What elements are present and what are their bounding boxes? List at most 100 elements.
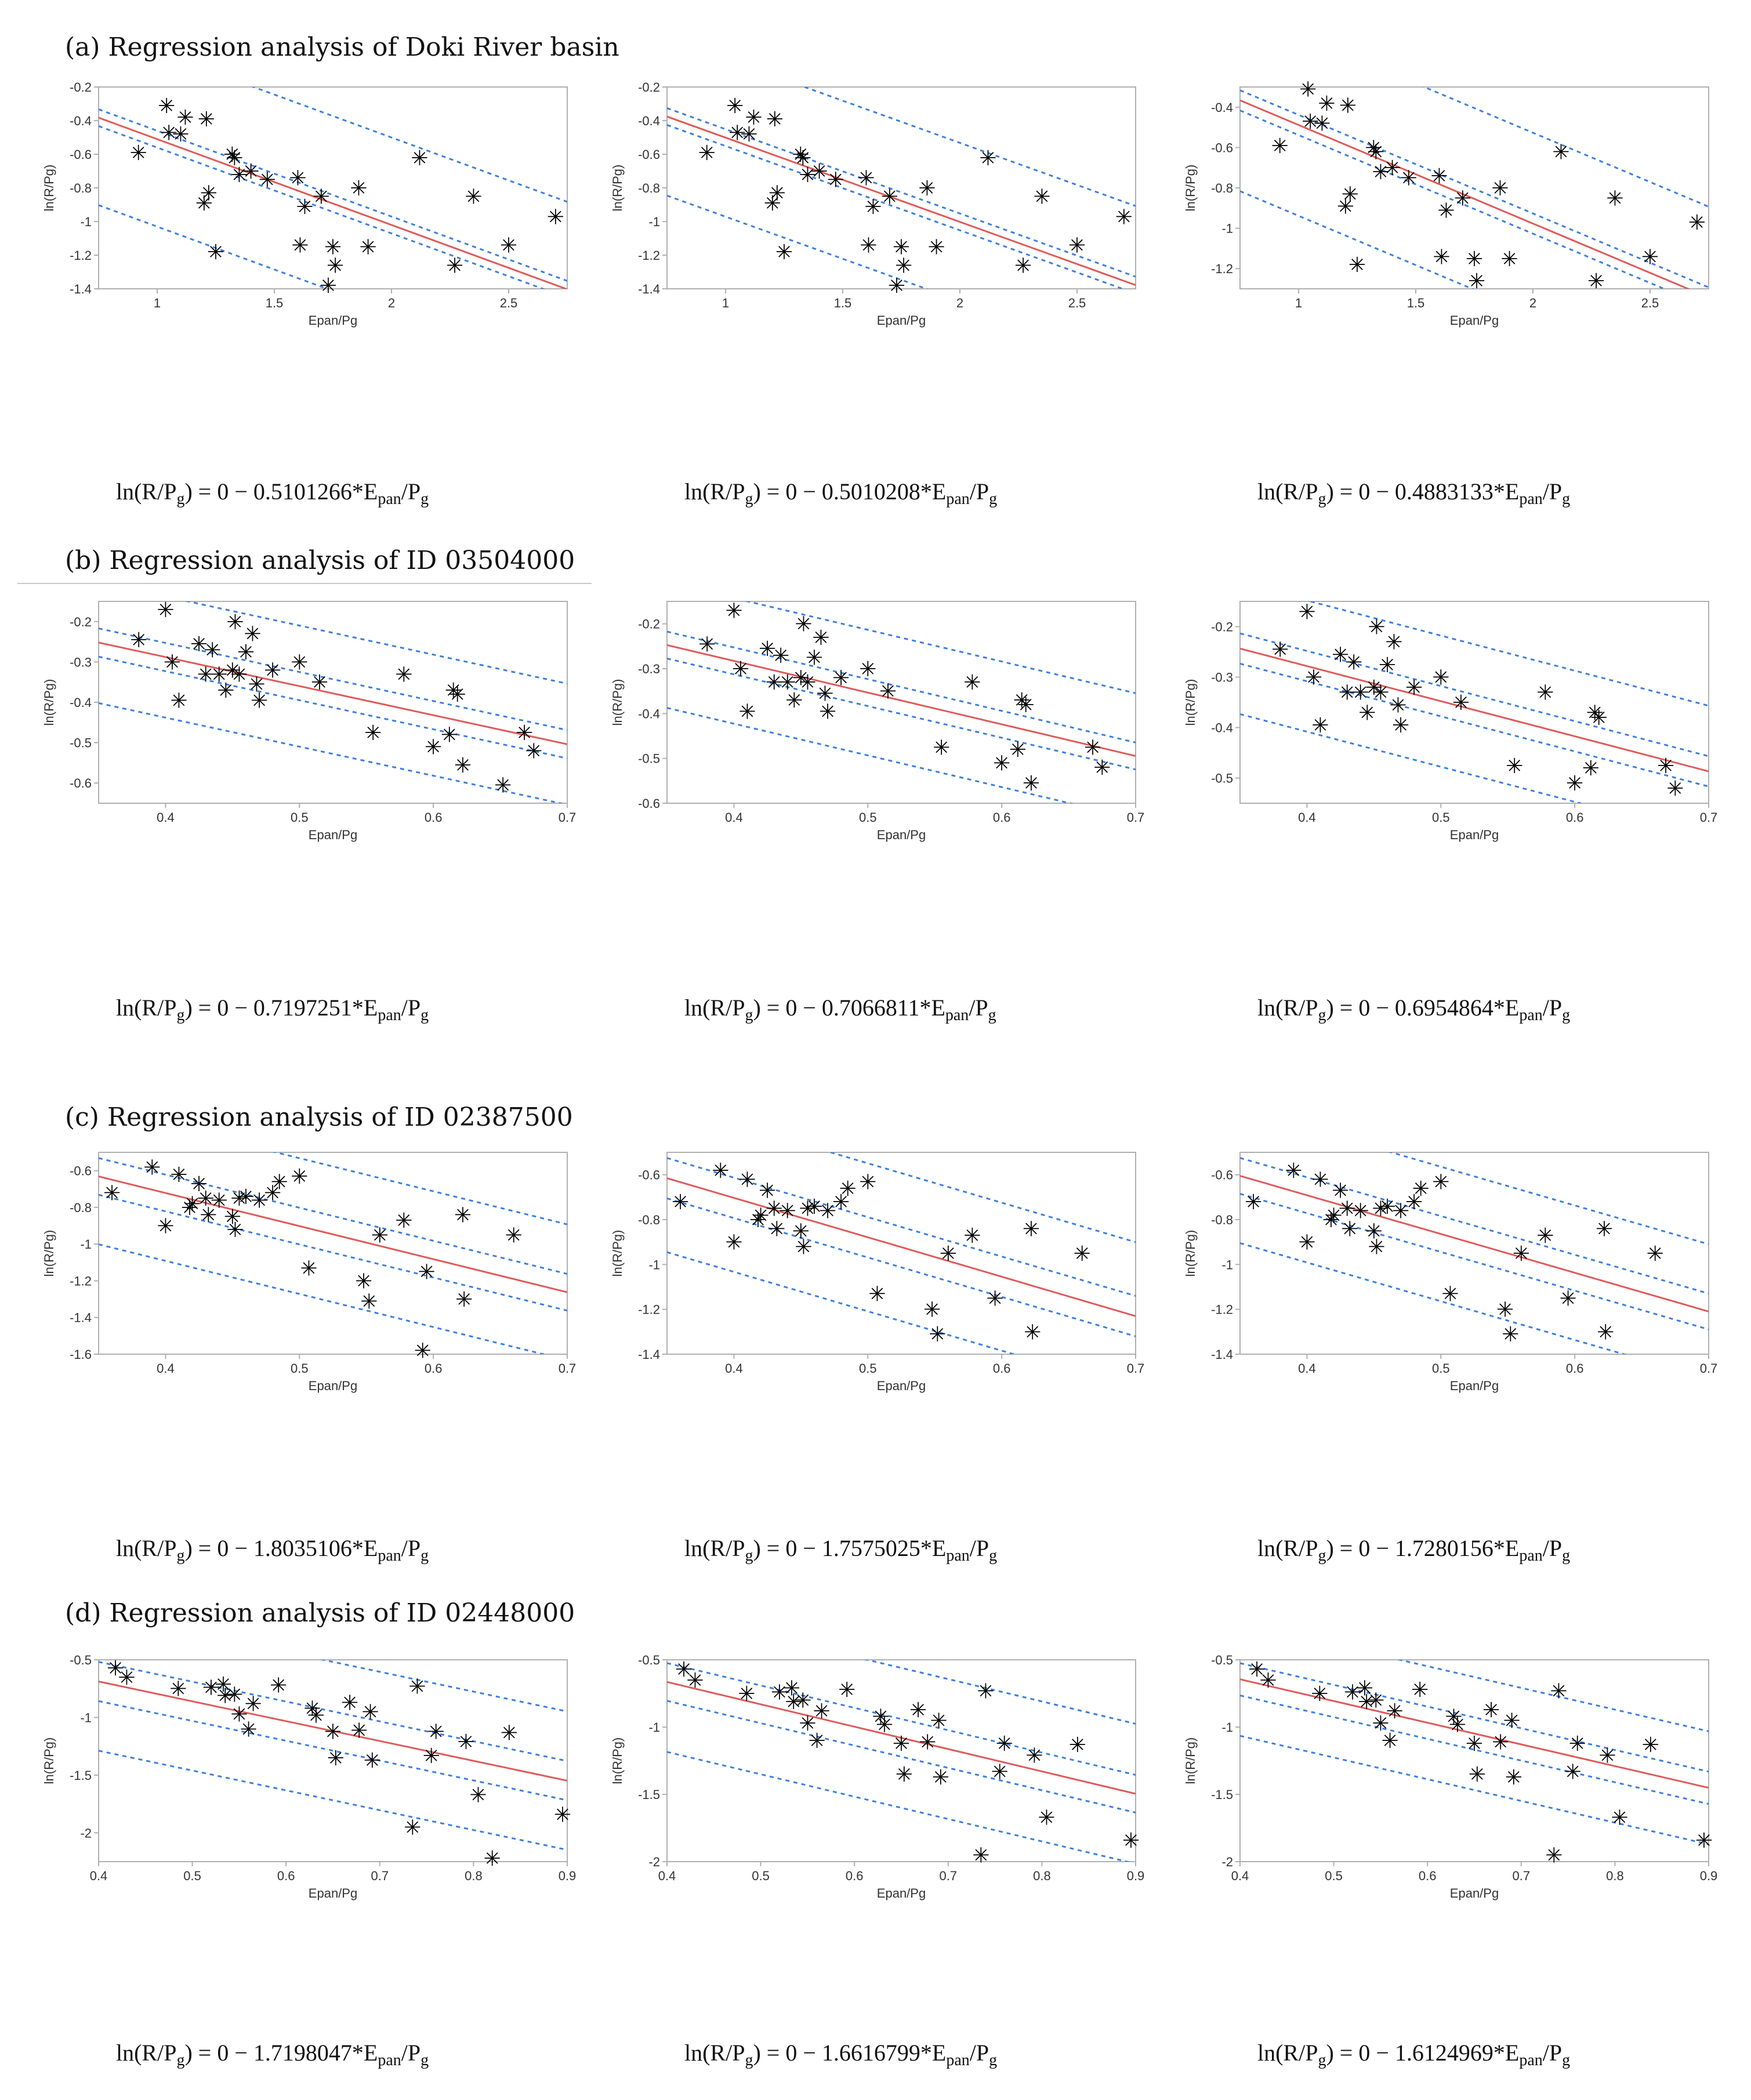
data-point: ✳ — [291, 234, 309, 258]
data-point: ✳ — [879, 680, 897, 704]
data-point: ✳ — [237, 1185, 255, 1209]
data-point: ✳ — [725, 599, 742, 623]
x-tick-label: 0.4 — [1231, 1869, 1249, 1883]
data-point: ✳ — [1412, 1177, 1430, 1201]
regression-fit-line — [1240, 1678, 1709, 1789]
y-tick-label: -1 — [1221, 1720, 1233, 1735]
data-point: ✳ — [1496, 1299, 1514, 1322]
data-point: ✳ — [795, 613, 812, 637]
scatter-plot: 0.4 0.5 0.6 0.7 0.8 0.9 -0.5 -1 -1.5 -2 Epan/Pg ln(… — [42, 1653, 576, 1900]
data-point: ✳ — [414, 1340, 432, 1363]
equation-part: ) = 0 − 0.7197251*E — [184, 995, 378, 1021]
y-tick-label: -1 — [1221, 222, 1233, 236]
data-point: ✳ — [1389, 694, 1406, 717]
data-point: ✳ — [244, 623, 261, 647]
data-point: ✳ — [324, 1720, 342, 1744]
prediction-band-line — [99, 655, 567, 760]
prediction-band-line — [99, 108, 567, 282]
data-point: ✳ — [223, 143, 241, 167]
data-point: ✳ — [1452, 691, 1470, 715]
x-tick-label: 1.5 — [834, 296, 852, 310]
y-tick-label: -1.5 — [70, 1768, 92, 1783]
y-axis-label: ln(R/Pg) — [42, 1230, 56, 1277]
data-point: ✳ — [169, 1678, 187, 1702]
equation-part: pan — [1519, 1006, 1543, 1024]
data-point: ✳ — [355, 1270, 372, 1293]
x-tick-label: 0.5 — [1432, 810, 1450, 825]
equation-part: g — [988, 1006, 996, 1024]
equation-part: ) = 0 − 0.5101266*E — [184, 478, 378, 505]
data-point: ✳ — [226, 611, 244, 634]
equation-part: g — [1562, 1547, 1571, 1565]
data-point: ✳ — [242, 160, 260, 184]
scatter-plot: 0.4 0.5 0.6 0.7 -0.2 -0.3 -0.4 -0.5 -0.6 Epan/Pg l… — [42, 599, 577, 842]
prediction-band-line — [667, 707, 1074, 803]
prediction-band-line — [667, 1700, 1136, 1814]
data-point: ✳ — [1466, 248, 1483, 271]
data-point: ✳ — [1368, 1235, 1385, 1259]
data-point: ✳ — [350, 177, 367, 201]
data-point: ✳ — [792, 1220, 810, 1243]
prediction-band-line — [667, 1197, 1136, 1337]
prediction-band-line — [99, 1700, 567, 1801]
data-point: ✳ — [425, 736, 442, 760]
y-tick-label: -2 — [80, 1826, 92, 1840]
equation-part: ln(R/P — [116, 995, 177, 1021]
data-point: ✳ — [554, 1803, 571, 1827]
x-axis-label: Epan/Pg — [1450, 828, 1499, 842]
data-point: ✳ — [1069, 1733, 1086, 1757]
data-point: ✳ — [1411, 1678, 1429, 1702]
y-tick-label: -0.6 — [1211, 1168, 1233, 1183]
data-point: ✳ — [230, 1703, 248, 1727]
data-point: ✳ — [1372, 1198, 1389, 1221]
equation-part: ln(R/P — [116, 1535, 177, 1561]
data-point: ✳ — [190, 1173, 208, 1196]
x-tick-label: 0.4 — [90, 1869, 108, 1883]
data-point: ✳ — [1641, 245, 1659, 269]
x-tick-label: 0.5 — [183, 1869, 201, 1883]
prediction-band-line — [1240, 1735, 1709, 1845]
data-point: ✳ — [1503, 1709, 1521, 1733]
equation-part: ln(R/P — [116, 2040, 177, 2066]
data-point: ✳ — [1339, 1198, 1356, 1221]
regression-equation: ln(R/Pg) = 0 − 0.5101266*Epan/Pg — [116, 480, 429, 507]
y-axis-label: ln(R/Pg) — [610, 1230, 625, 1277]
data-point: ✳ — [215, 1673, 232, 1697]
y-tick-label: -1.5 — [1211, 1787, 1233, 1802]
data-point: ✳ — [1325, 1204, 1343, 1228]
data-point: ✳ — [893, 1732, 910, 1756]
y-tick-label: -1.4 — [638, 282, 660, 296]
scatter-plot: 1 1.5 2 2.5 -0.4 -0.6 -0.8 -1 -1.2 Epan/Pg ln(R/Pg… — [1183, 78, 1709, 328]
prediction-band-line — [1240, 89, 1709, 288]
y-tick-label: -1 — [1221, 1257, 1233, 1272]
data-point: ✳ — [395, 663, 412, 687]
data-point: ✳ — [839, 1177, 857, 1201]
regression-fit-line — [99, 1176, 567, 1293]
equation-part: /P — [969, 995, 988, 1021]
data-point: ✳ — [1688, 211, 1706, 235]
x-tick-label: 2 — [956, 296, 963, 310]
equation-part: ln(R/P — [116, 478, 177, 505]
data-point: ✳ — [1550, 1680, 1567, 1703]
data-point: ✳ — [118, 1666, 135, 1690]
data-point: ✳ — [749, 1209, 767, 1232]
x-tick-label: 0.7 — [559, 810, 577, 825]
prediction-band-line — [667, 1157, 1136, 1297]
regression-equation: ln(R/Pg) = 0 − 1.6616799*Epan/Pg — [684, 2041, 997, 2069]
data-point: ✳ — [738, 700, 756, 724]
prediction-band-line — [802, 87, 1136, 207]
data-point: ✳ — [752, 1204, 770, 1228]
data-point: ✳ — [794, 147, 811, 171]
data-point: ✳ — [1115, 205, 1133, 229]
x-tick-label: 1.5 — [266, 296, 284, 310]
data-point: ✳ — [1392, 714, 1409, 738]
y-axis-label: ln(R/Pg) — [1183, 165, 1198, 212]
data-point: ✳ — [1582, 757, 1600, 781]
equation-part: ) = 0 − 0.7066811*E — [753, 995, 945, 1021]
y-tick-label: -0.8 — [1211, 1213, 1233, 1227]
prediction-band-line — [99, 125, 546, 289]
data-point: ✳ — [158, 95, 175, 118]
prediction-band-line — [1240, 1157, 1709, 1294]
equation-part: /P — [969, 1535, 989, 1561]
x-axis-label: Epan/Pg — [1450, 1379, 1499, 1393]
